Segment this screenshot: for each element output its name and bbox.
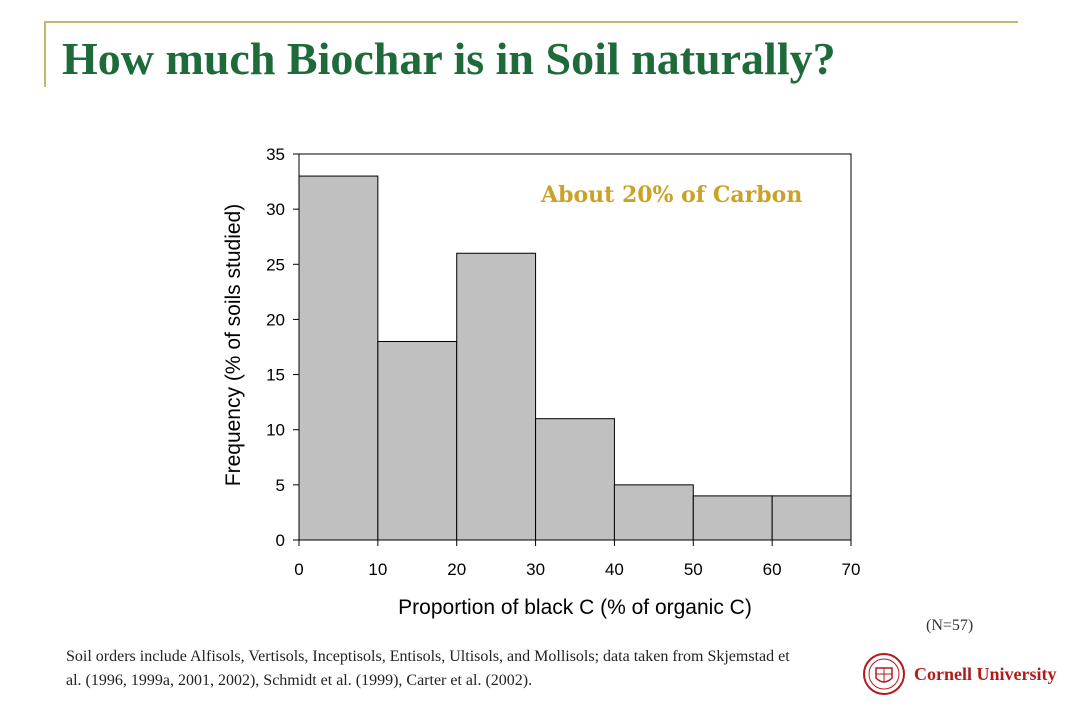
y-tick-label: 15 [266,366,285,385]
cornell-logo: Cornell University [862,650,1056,702]
cornell-seal-icon [863,653,905,695]
histogram-bar [298,175,379,541]
histogram-bar [692,495,773,541]
x-tick-label: 10 [368,560,387,579]
histogram-bar [771,495,852,541]
x-tick-label: 30 [526,560,545,579]
y-tick-label: 10 [266,421,285,440]
y-tick-label: 5 [276,476,285,495]
logo-wordmark: Cornell University [914,664,1057,684]
x-tick-label: 20 [447,560,466,579]
x-tick-label: 0 [294,560,303,579]
x-tick-label: 70 [842,560,861,579]
histogram-bar [456,252,537,541]
x-axis-label: Proportion of black C (% of organic C) [398,596,752,619]
frame-left-rule [44,21,46,87]
sample-size-label: (N=57) [926,617,974,634]
histogram-bar [377,340,458,541]
slide-title: How much Biochar is in Soil naturally? [62,33,836,84]
y-tick-label: 0 [276,531,285,550]
y-tick-label: 35 [266,145,285,164]
frame-top-rule [44,21,1018,23]
y-tick-label: 25 [266,255,285,274]
x-tick-label: 50 [684,560,703,579]
x-tick-label: 40 [605,560,624,579]
histogram-bar [535,418,615,541]
data-source-footnote: Soil orders include Alfisols, Vertisols,… [66,648,790,689]
y-tick-label: 30 [266,200,285,219]
histogram-bar [613,484,694,541]
x-tick-label: 60 [763,560,782,579]
chart-annotation: About 20% of Carbon [541,182,803,208]
y-tick-label: 20 [266,310,285,329]
y-axis-label: Frequency (% of soils studied) [222,204,245,486]
